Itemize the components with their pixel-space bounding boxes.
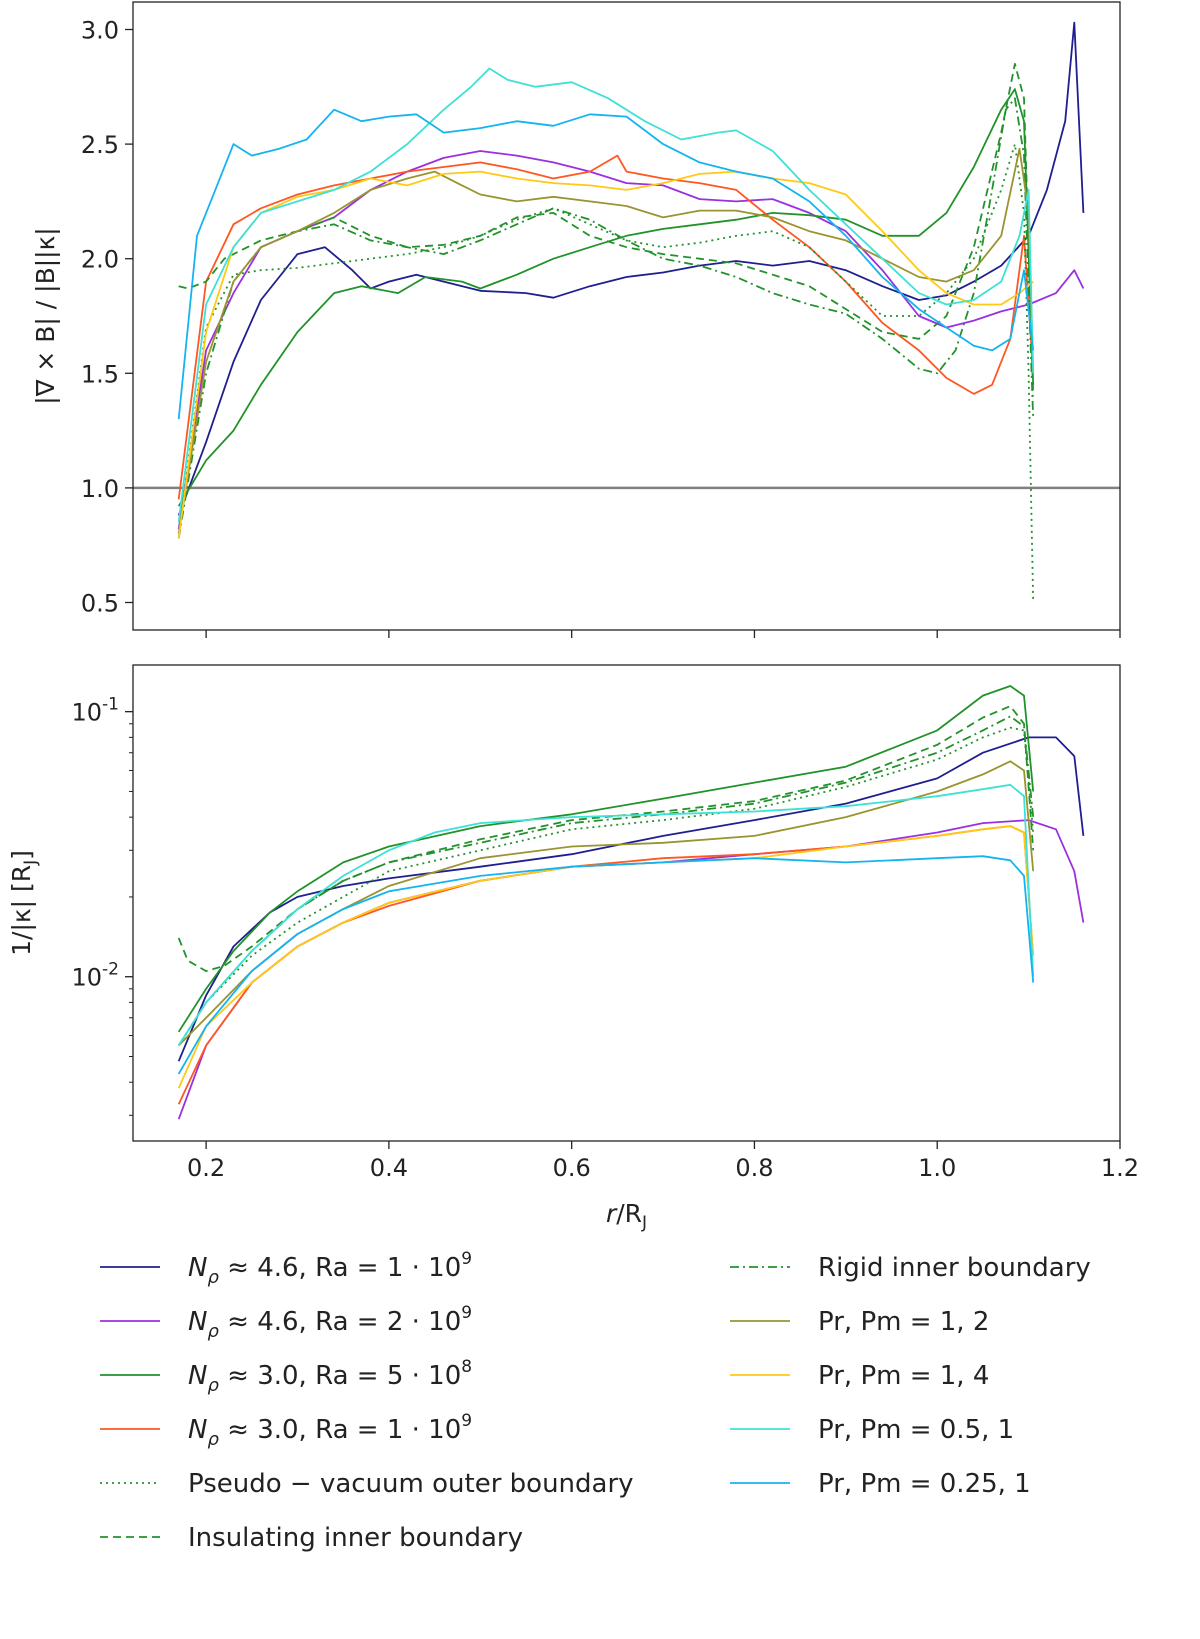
bottom-series-s11 <box>177 855 1035 1075</box>
top-series-s8 <box>177 147 1035 534</box>
xlabel-R: /R <box>616 1199 642 1228</box>
legend-label-main: ≈ 3.0, Ra = 5 · 10 <box>219 1361 461 1391</box>
bottom-xlabel: r/RJ <box>606 1199 647 1233</box>
ylabel-sub: J <box>21 860 41 866</box>
legend-label: Nρ ≈ 4.6, Ra = 2 · 109 <box>188 1303 472 1342</box>
ylabel-close: ] <box>7 850 36 860</box>
legend-label-main: ≈ 4.6, Ra = 1 · 10 <box>219 1253 461 1283</box>
legend-label: Insulating inner boundary <box>188 1523 523 1553</box>
ytick-base: 10 <box>72 964 103 992</box>
legend-item-s1: Nρ ≈ 4.6, Ra = 1 · 109 <box>100 1249 472 1288</box>
legend-item-s4: Nρ ≈ 3.0, Ra = 1 · 109 <box>100 1411 472 1450</box>
legend-item-s10: Pr, Pm = 0.5, 1 <box>730 1415 1014 1445</box>
legend-label-N: N <box>188 1361 207 1391</box>
legend-item-s11: Pr, Pm = 0.25, 1 <box>730 1469 1031 1499</box>
top-ytick-label: 0.5 <box>81 589 119 617</box>
legend-label-sub: ρ <box>207 1267 219 1288</box>
top-panel: 0.5 1.0 1.5 2.0 2.5 3.0 |∇ × B| / |B||κ| <box>31 1 1121 638</box>
bottom-series-s2 <box>177 819 1085 1120</box>
bottom-xtick-label: 1.2 <box>1101 1154 1139 1182</box>
legend-label: Pr, Pm = 0.5, 1 <box>818 1415 1014 1445</box>
top-series-s7 <box>177 97 1035 539</box>
top-series-s3 <box>177 88 1035 507</box>
bottom-frame <box>132 664 1121 1142</box>
legend-item-s8: Pr, Pm = 1, 2 <box>730 1307 989 1337</box>
legend-label: Nρ ≈ 4.6, Ra = 1 · 109 <box>188 1249 472 1288</box>
bottom-xtick-label: 0.6 <box>553 1154 591 1182</box>
bottom-series-s4 <box>177 825 1035 1105</box>
legend-item-s2: Nρ ≈ 4.6, Ra = 2 · 109 <box>100 1303 472 1342</box>
bottom-series-s6 <box>177 705 1035 972</box>
ytick-exponent: -1 <box>102 695 119 715</box>
bottom-ytick-label: 10-1 <box>72 695 120 727</box>
legend-label-main: ≈ 4.6, Ra = 2 · 10 <box>219 1307 461 1337</box>
legend-label-sup: 9 <box>461 1303 472 1323</box>
legend-item-s7: Rigid inner boundary <box>730 1253 1091 1283</box>
legend-item-s3: Nρ ≈ 3.0, Ra = 5 · 108 <box>100 1357 472 1396</box>
legend-label-sup: 9 <box>461 1411 472 1431</box>
legend-label-sub: ρ <box>207 1321 219 1342</box>
legend-label-sub: ρ <box>207 1375 219 1396</box>
legend-item-s6: Insulating inner boundary <box>100 1523 523 1553</box>
ytick-exponent: -2 <box>102 960 119 980</box>
bottom-series-s10 <box>177 783 1035 1046</box>
bottom-xtick-label: 1.0 <box>918 1154 956 1182</box>
top-ytick-label: 3.0 <box>81 17 119 45</box>
top-series-s10 <box>177 67 1035 523</box>
top-series-s6 <box>178 63 1035 397</box>
bottom-xtick-label: 0.8 <box>735 1154 773 1182</box>
bottom-xtick-label: 0.2 <box>187 1154 225 1182</box>
legend-label-sup: 8 <box>461 1357 472 1377</box>
legend-label-main: ≈ 3.0, Ra = 1 · 10 <box>219 1415 461 1445</box>
top-series-s5 <box>177 143 1035 603</box>
legend-label: Nρ ≈ 3.0, Ra = 5 · 108 <box>188 1357 472 1396</box>
legend-label: Pr, Pm = 0.25, 1 <box>818 1469 1031 1499</box>
legend-label: Rigid inner boundary <box>818 1253 1091 1283</box>
top-ytick-label: 1.0 <box>81 475 119 503</box>
bottom-series-s5 <box>177 726 1035 1046</box>
legend-label: Pr, Pm = 1, 2 <box>818 1307 989 1337</box>
bottom-series-group <box>177 685 1085 1120</box>
top-series-group <box>177 21 1085 603</box>
bottom-ylabel: 1/|κ| [RJ] <box>7 850 41 956</box>
bottom-panel: 10-110-20.2 0.4 0.6 0.8 1.0 1.21/|κ| [RJ]r/RJ <box>7 664 1139 1233</box>
legend-item-s9: Pr, Pm = 1, 4 <box>730 1361 989 1391</box>
bottom-ytick-label: 10-2 <box>72 960 120 992</box>
legend-label-N: N <box>188 1307 207 1337</box>
legend-label: Nρ ≈ 3.0, Ra = 1 · 109 <box>188 1411 472 1450</box>
legend-item-s5: Pseudo − vacuum outer boundary <box>100 1469 634 1499</box>
legend-label: Pr, Pm = 1, 4 <box>818 1361 989 1391</box>
top-ytick-label: 1.5 <box>81 360 119 388</box>
top-series-s1 <box>177 21 1085 516</box>
top-frame <box>132 1 1121 631</box>
top-ylabel: |∇ × B| / |B||κ| <box>31 227 60 404</box>
top-ytick-label: 2.5 <box>81 131 119 159</box>
ytick-base: 10 <box>72 699 103 727</box>
legend-label: Pseudo − vacuum outer boundary <box>188 1469 634 1499</box>
legend-label-sub: ρ <box>207 1429 219 1450</box>
bottom-series-s7 <box>177 715 1035 1046</box>
bottom-series-s3 <box>177 685 1035 1033</box>
xlabel-r: r <box>606 1199 618 1228</box>
xlabel-sub: J <box>641 1213 647 1233</box>
bottom-xtick-label: 0.4 <box>370 1154 408 1182</box>
legend-label-N: N <box>188 1253 207 1283</box>
legend-label-sup: 9 <box>461 1249 472 1269</box>
legend-label-N: N <box>188 1415 207 1445</box>
ylabel-main: 1/|κ| [R <box>7 865 36 956</box>
top-series-s11 <box>177 108 1035 420</box>
top-series-s4 <box>177 154 1035 500</box>
top-series-s9 <box>177 170 1034 539</box>
top-ytick-label: 2.0 <box>81 246 119 274</box>
